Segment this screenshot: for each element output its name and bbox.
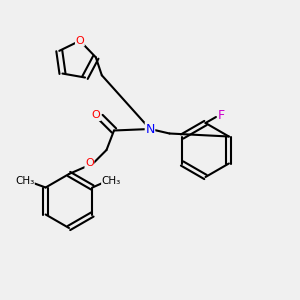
Text: O: O <box>85 158 94 169</box>
Text: CH₃: CH₃ <box>102 176 121 187</box>
Text: CH₃: CH₃ <box>15 176 34 187</box>
Text: F: F <box>218 109 225 122</box>
Text: O: O <box>92 110 100 121</box>
Text: N: N <box>145 122 155 136</box>
Text: O: O <box>76 36 84 46</box>
